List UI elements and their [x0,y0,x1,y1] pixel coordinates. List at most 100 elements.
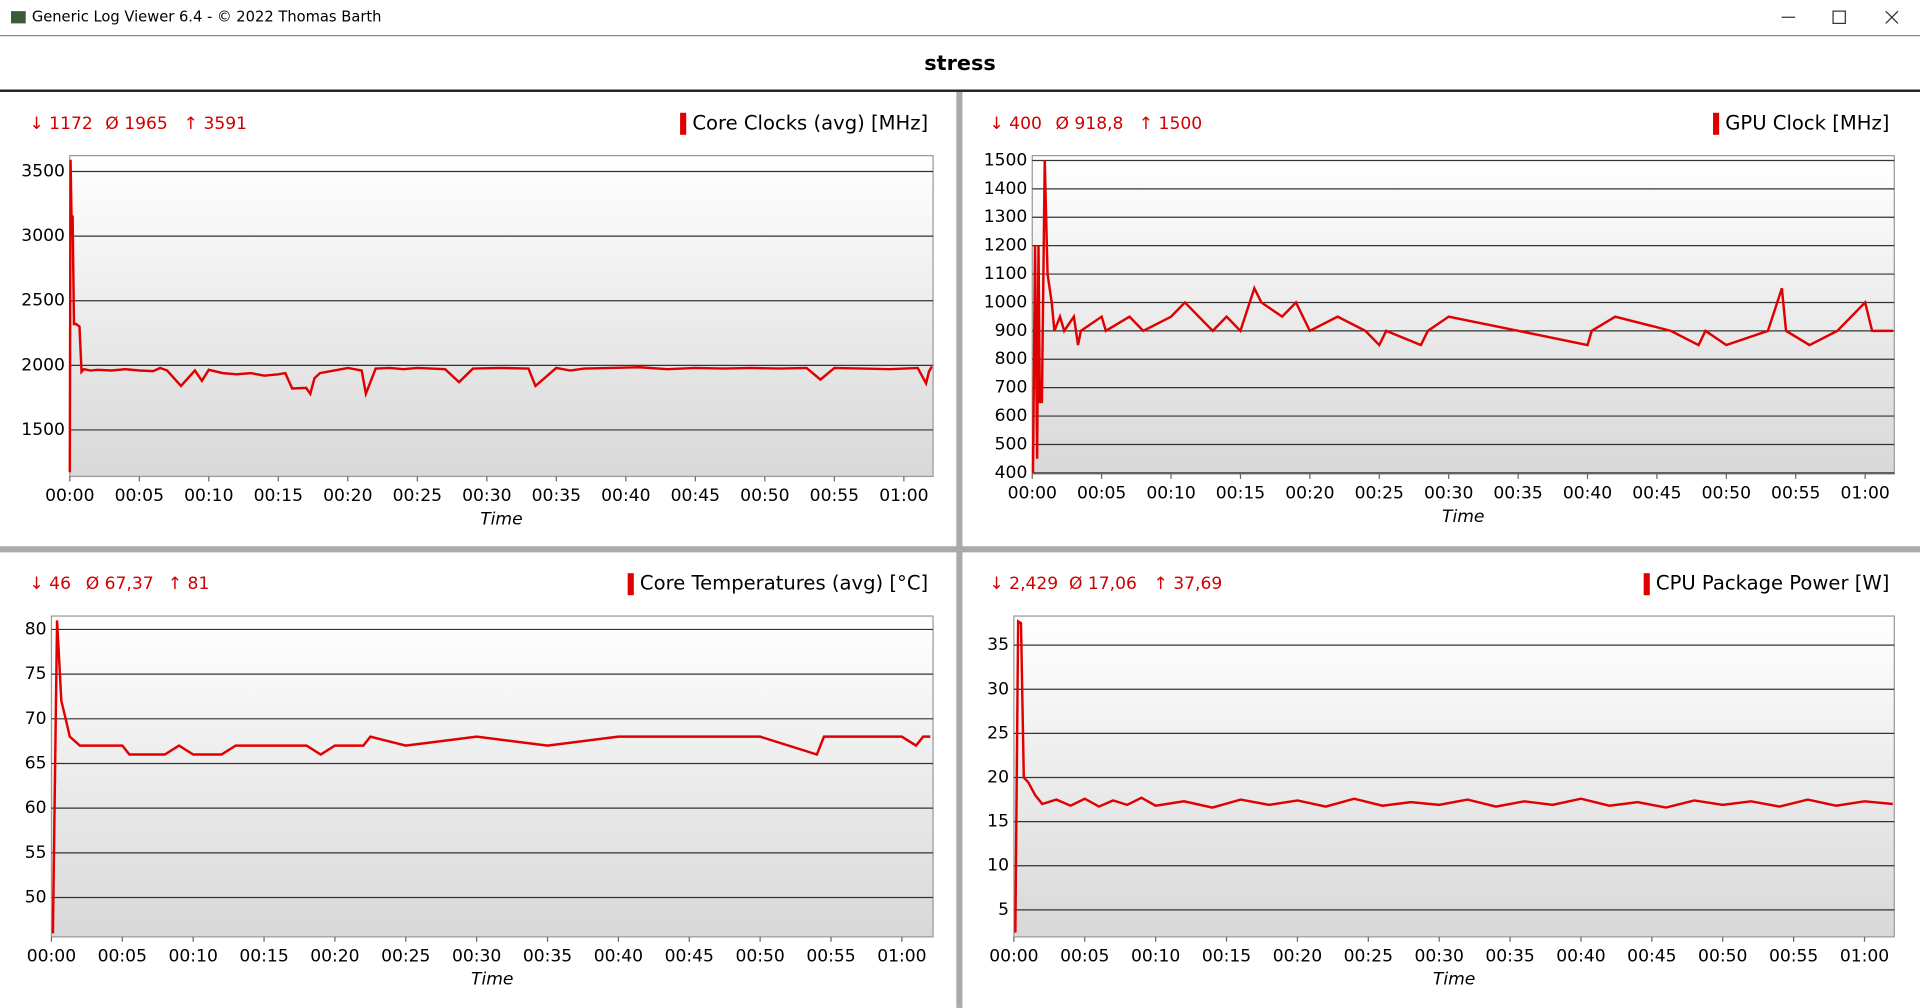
stat: Ø 67,37 [86,574,154,594]
x-tick-label: 00:55 [1769,946,1818,966]
x-tick-label: 00:05 [115,486,164,506]
x-axis-label: Time [480,509,522,529]
x-tick-label: 01:00 [1840,946,1889,966]
x-tick-label: 00:40 [594,946,643,966]
x-axis-label: Time [471,970,513,990]
x-tick-label: 00:25 [1344,946,1393,966]
plot-area [69,155,934,478]
stat: ↓ 46 [29,574,71,594]
divider [0,89,1920,92]
x-tick-label: 00:40 [601,486,650,506]
x-tick-label: 00:35 [523,946,572,966]
y-tick-label: 1500 [21,420,65,440]
y-tick-label: 800 [995,349,1028,369]
window-title: Generic Log Viewer 6.4 - © 2022 Thomas B… [32,8,382,25]
y-tick-label: 30 [987,679,1009,699]
x-tick-label: 00:25 [381,946,430,966]
x-tick-label: 00:30 [1424,484,1473,504]
plot-area [1031,155,1895,475]
data-line [68,159,933,473]
legend-swatch [1713,112,1720,135]
y-tick-label: 65 [25,753,47,773]
stat: Ø 1965 [105,114,168,134]
legend-swatch [680,112,687,135]
x-tick-label: 00:30 [462,486,511,506]
x-tick-label: 01:00 [877,946,926,966]
plot-area [50,615,934,938]
x-tick-label: 00:45 [1627,946,1676,966]
y-tick-label: 3000 [21,226,65,246]
x-tick-label: 00:25 [1355,484,1404,504]
x-tick-label: 00:50 [1702,484,1751,504]
x-tick-label: 00:45 [1632,484,1681,504]
x-tick-label: 00:20 [1273,946,1322,966]
stat: ↓ 400 [989,114,1041,134]
y-tick-label: 2500 [21,291,65,311]
x-tick-label: 00:05 [1060,946,1109,966]
x-tick-label: 00:20 [323,486,372,506]
y-tick-label: 80 [25,619,47,639]
x-tick-label: 00:35 [1493,484,1542,504]
legend-label: GPU Clock [MHz] [1725,111,1889,134]
x-tick-label: 00:15 [239,946,288,966]
x-axis-label: Time [1442,507,1484,527]
y-tick-label: 1500 [984,150,1028,170]
data-line [1014,619,1893,933]
x-tick-label: 00:40 [1556,946,1605,966]
x-tick-label: 00:10 [184,486,233,506]
y-tick-label: 400 [995,463,1028,483]
y-tick-label: 3500 [21,162,65,182]
x-tick-label: 00:35 [532,486,581,506]
y-tick-label: 600 [995,406,1028,426]
stat: Ø 918,8 [1056,114,1124,134]
x-tick-label: 00:25 [393,486,442,506]
x-tick-label: 00:50 [740,486,789,506]
y-tick-label: 55 [25,843,47,863]
stat: ↓ 2,429 [989,574,1058,594]
y-tick-label: 75 [25,664,47,684]
panel-separator [0,546,1920,553]
x-tick-label: 00:00 [45,486,94,506]
y-tick-label: 35 [987,635,1009,655]
data-line [51,620,931,934]
x-tick-label: 00:15 [254,486,303,506]
x-tick-label: 00:05 [1077,484,1126,504]
x-tick-label: 00:50 [735,946,784,966]
x-tick-label: 00:10 [1146,484,1195,504]
x-tick-label: 00:30 [1415,946,1464,966]
x-tick-label: 00:40 [1563,484,1612,504]
y-tick-label: 20 [987,768,1009,788]
x-axis-label: Time [1433,970,1475,990]
y-tick-label: 1100 [984,264,1028,284]
x-tick-label: 00:10 [168,946,217,966]
y-tick-label: 500 [995,434,1028,454]
x-tick-label: 00:20 [310,946,359,966]
data-line [1031,160,1893,473]
x-tick-label: 00:05 [98,946,147,966]
stat: ↑ 1500 [1139,114,1202,134]
y-tick-label: 50 [25,888,47,908]
x-tick-label: 00:55 [1771,484,1820,504]
y-tick-label: 15 [987,812,1009,832]
y-tick-label: 2000 [21,355,65,375]
app-icon [11,11,26,24]
window-controls[interactable] [1781,10,1899,25]
y-tick-label: 1200 [984,236,1028,256]
y-tick-label: 60 [25,798,47,818]
x-tick-label: 00:30 [452,946,501,966]
x-tick-label: 00:55 [810,486,859,506]
x-tick-label: 00:00 [1008,484,1057,504]
x-tick-label: 00:20 [1285,484,1334,504]
y-tick-label: 10 [987,856,1009,876]
x-tick-label: 01:00 [879,486,928,506]
stat: ↑ 81 [168,574,210,594]
y-tick-label: 1300 [984,207,1028,227]
x-tick-label: 00:45 [665,946,714,966]
legend-label: CPU Package Power [W] [1656,572,1889,595]
x-tick-label: 00:35 [1485,946,1534,966]
plot-area [1013,615,1895,938]
header-title: stress [924,51,995,75]
x-tick-label: 00:45 [671,486,720,506]
x-tick-label: 00:15 [1216,484,1265,504]
